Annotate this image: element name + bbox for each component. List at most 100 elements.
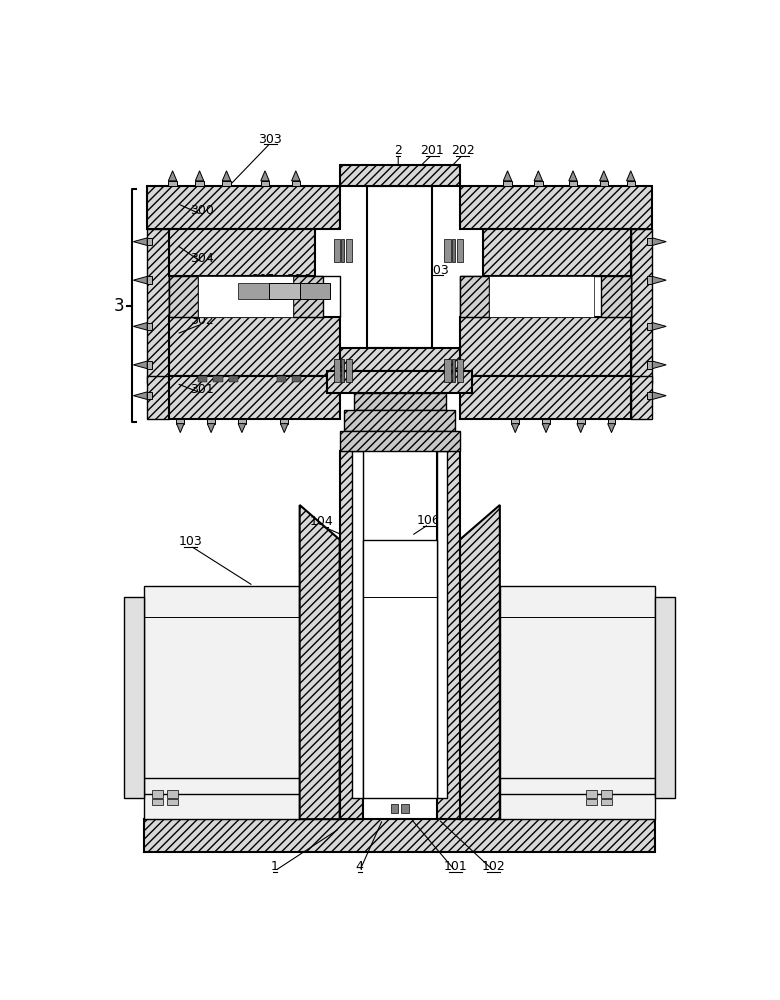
Bar (601, 790, 612, 798)
Polygon shape (600, 171, 608, 181)
Text: 201: 201 (420, 144, 444, 157)
Text: 301: 301 (190, 383, 214, 396)
Bar (277, 376, 285, 382)
Polygon shape (542, 424, 550, 433)
Polygon shape (652, 238, 666, 245)
Polygon shape (626, 171, 635, 181)
Bar (391, 804, 399, 813)
Polygon shape (133, 238, 147, 245)
Bar (168, 317, 339, 376)
Bar (147, 361, 152, 369)
Bar (222, 181, 231, 186)
Bar (168, 229, 315, 276)
Polygon shape (569, 171, 577, 181)
Bar (647, 276, 652, 284)
Text: 105: 105 (389, 679, 413, 692)
Text: 102: 102 (482, 860, 505, 873)
Polygon shape (512, 424, 519, 433)
Bar (647, 392, 652, 399)
Bar (457, 239, 463, 262)
Bar (229, 376, 238, 382)
Polygon shape (281, 424, 288, 433)
Polygon shape (168, 171, 177, 181)
Bar (334, 239, 340, 262)
Polygon shape (133, 361, 147, 369)
Bar (452, 359, 456, 382)
Bar (489, 276, 594, 317)
Bar (198, 276, 293, 317)
Bar (340, 165, 460, 186)
Bar (445, 239, 451, 262)
Polygon shape (534, 171, 543, 181)
Text: 4: 4 (356, 860, 363, 873)
Bar (144, 819, 655, 851)
Polygon shape (133, 323, 147, 330)
Bar (147, 323, 152, 330)
Bar (367, 186, 432, 348)
Text: 2: 2 (394, 144, 402, 157)
Bar (168, 276, 339, 317)
Bar (261, 181, 269, 186)
Polygon shape (176, 424, 184, 433)
Bar (334, 359, 340, 382)
Polygon shape (652, 392, 666, 399)
Bar (437, 451, 448, 798)
Bar (300, 283, 331, 299)
Polygon shape (133, 392, 147, 399)
Bar (445, 359, 451, 382)
Bar (459, 276, 489, 317)
Bar (147, 238, 152, 245)
Bar (328, 371, 472, 393)
Polygon shape (503, 171, 512, 181)
Bar (457, 359, 463, 382)
Bar (167, 790, 178, 798)
Text: 1: 1 (271, 860, 279, 873)
Bar (147, 229, 168, 383)
Bar (631, 376, 652, 419)
Bar (542, 419, 550, 424)
Bar (534, 181, 543, 186)
Text: 205: 205 (251, 273, 275, 286)
Bar (195, 181, 204, 186)
Bar (152, 790, 162, 798)
Polygon shape (238, 424, 246, 433)
Bar (655, 597, 675, 798)
Bar (647, 323, 652, 330)
Polygon shape (261, 171, 269, 181)
Text: 303: 303 (258, 133, 282, 146)
Bar (238, 419, 246, 424)
Bar (281, 419, 288, 424)
Polygon shape (292, 171, 300, 181)
Bar (601, 276, 631, 317)
Bar (459, 376, 631, 419)
Polygon shape (207, 424, 215, 433)
Bar (341, 239, 344, 262)
Bar (569, 181, 577, 186)
Bar (352, 451, 363, 798)
Bar (452, 239, 456, 262)
Bar (168, 181, 177, 186)
Bar (207, 419, 215, 424)
Bar (586, 799, 597, 805)
Bar (600, 181, 608, 186)
Bar (147, 376, 168, 419)
Bar (147, 276, 152, 284)
Bar (238, 283, 269, 299)
Bar (503, 181, 512, 186)
Bar (346, 239, 352, 262)
Bar (401, 804, 409, 813)
Polygon shape (459, 505, 500, 819)
Bar (176, 419, 184, 424)
Bar (353, 393, 446, 410)
Polygon shape (195, 171, 204, 181)
Bar (647, 361, 652, 369)
Bar (269, 283, 300, 299)
Polygon shape (652, 276, 666, 284)
Polygon shape (652, 323, 666, 330)
Bar (340, 431, 460, 451)
Text: 3: 3 (114, 297, 125, 315)
Bar (500, 586, 655, 819)
Bar (198, 376, 207, 382)
Bar (214, 376, 222, 382)
Polygon shape (133, 276, 147, 284)
